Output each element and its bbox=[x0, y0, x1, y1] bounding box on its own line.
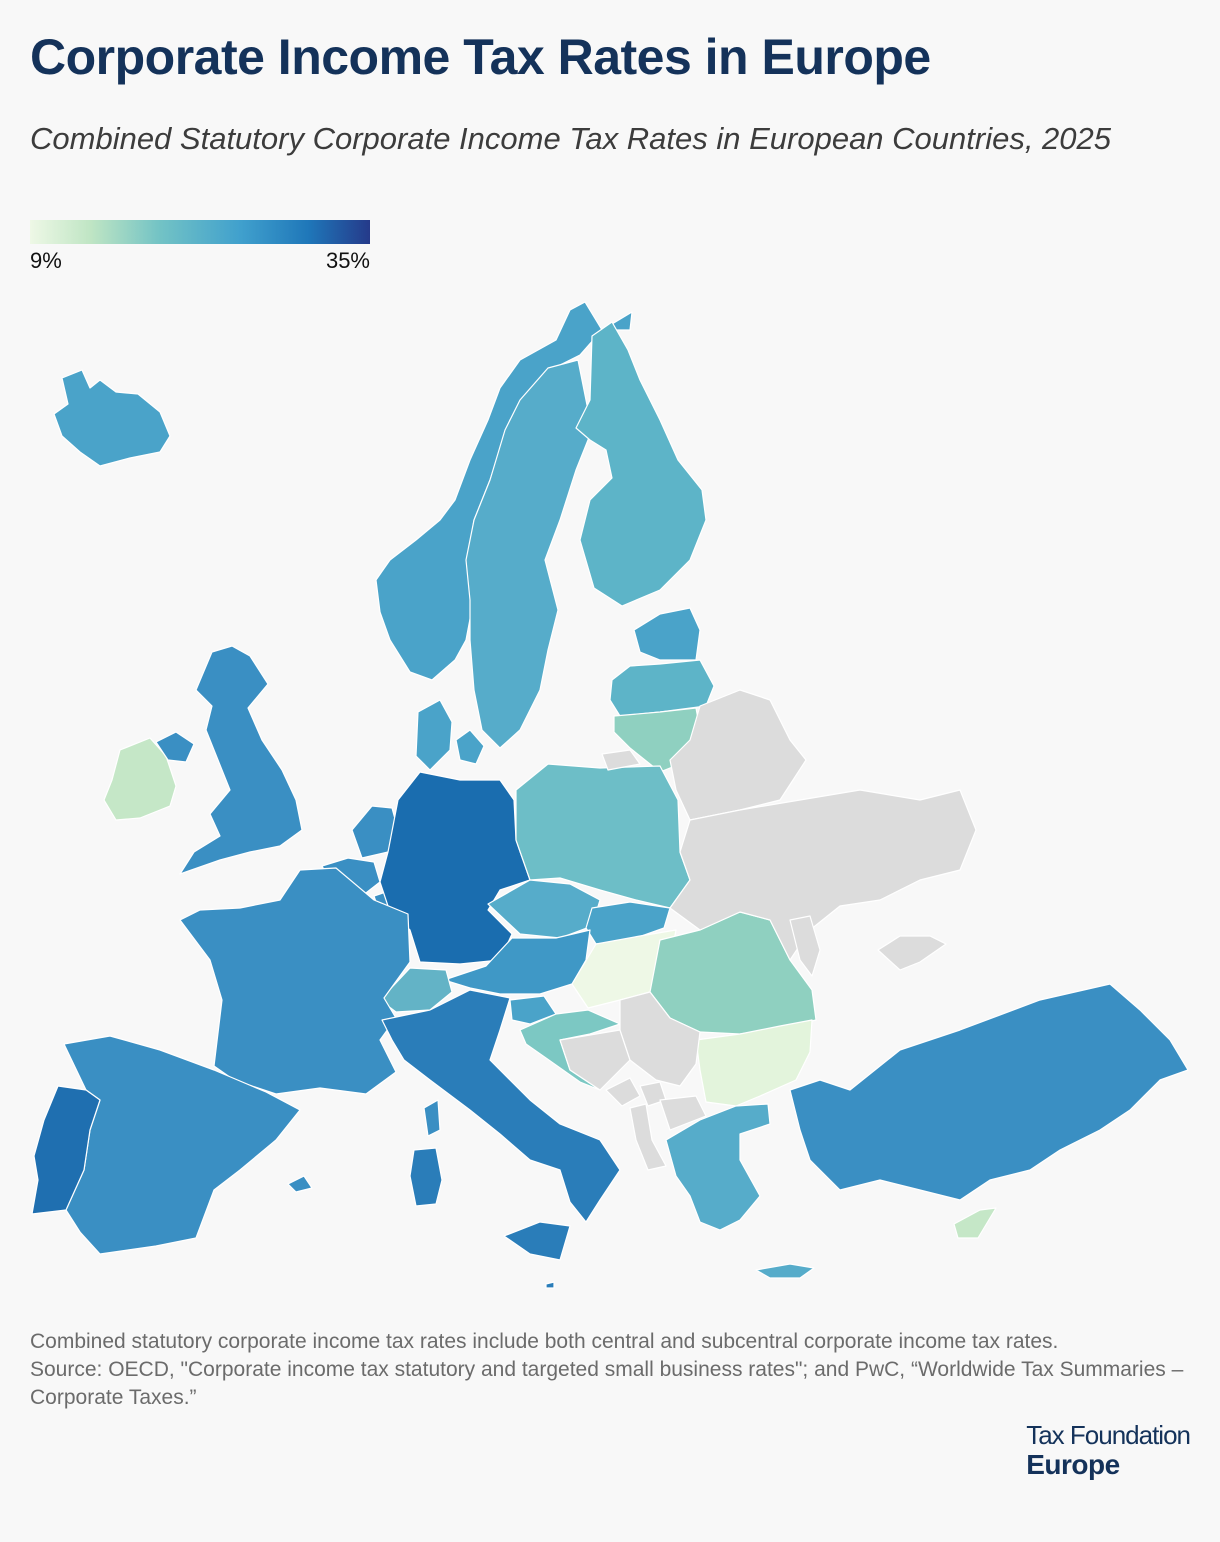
country-sicily[interactable] bbox=[503, 1221, 571, 1261]
country-bulgaria[interactable] bbox=[695, 1019, 813, 1107]
country-corsica[interactable] bbox=[423, 1099, 441, 1137]
country-cyprus[interactable] bbox=[953, 1207, 997, 1239]
country-ireland[interactable] bbox=[103, 737, 177, 821]
country-north-macedonia[interactable] bbox=[659, 1095, 707, 1131]
europe-map bbox=[31, 301, 1189, 1289]
country-slovenia[interactable] bbox=[509, 995, 557, 1025]
logo-line-2: Europe bbox=[1026, 1449, 1120, 1480]
country-finland[interactable] bbox=[575, 321, 707, 607]
country-iceland[interactable] bbox=[53, 369, 171, 467]
country-latvia[interactable] bbox=[609, 659, 715, 717]
page-title: Corporate Income Tax Rates in Europe bbox=[30, 29, 931, 85]
footnote-source: Source: OECD, "Corporate income tax stat… bbox=[30, 1358, 1184, 1409]
footnote-definition: Combined statutory corporate income tax … bbox=[30, 1330, 1059, 1353]
country-ukraine[interactable] bbox=[669, 789, 977, 961]
logo-line-1: Tax Foundation bbox=[1026, 1420, 1191, 1450]
country-montenegro[interactable] bbox=[605, 1077, 641, 1107]
country-italy[interactable] bbox=[381, 989, 621, 1223]
country-greece[interactable] bbox=[665, 1103, 771, 1231]
color-legend: 9% 35% bbox=[30, 220, 370, 274]
country-crimea[interactable] bbox=[877, 935, 947, 971]
country-crete[interactable] bbox=[755, 1263, 815, 1279]
country-albania[interactable] bbox=[629, 1103, 667, 1171]
page-subtitle: Combined Statutory Corporate Income Tax … bbox=[30, 121, 1112, 156]
country-turkey[interactable] bbox=[789, 983, 1189, 1201]
country-bosnia-herzegovina[interactable] bbox=[559, 1029, 631, 1091]
country-moldova[interactable] bbox=[789, 915, 821, 977]
country-france[interactable] bbox=[179, 867, 411, 1095]
country-balearic-islands[interactable] bbox=[287, 1175, 313, 1193]
country-belarus[interactable] bbox=[669, 689, 807, 821]
legend-gradient-bar bbox=[30, 220, 370, 244]
country-portugal[interactable] bbox=[31, 1085, 101, 1215]
country-sardinia[interactable] bbox=[409, 1147, 443, 1207]
country-denmark[interactable] bbox=[415, 699, 485, 771]
country-sweden[interactable] bbox=[465, 359, 593, 749]
country-northern-ireland[interactable] bbox=[155, 731, 195, 763]
country-kaliningrad[interactable] bbox=[601, 749, 641, 771]
country-switzerland[interactable] bbox=[379, 967, 453, 1013]
tax-foundation-europe-logo: Tax Foundation Europe bbox=[1026, 1420, 1191, 1480]
legend-min-label: 9% bbox=[30, 248, 62, 273]
country-estonia[interactable] bbox=[633, 607, 701, 661]
country-malta[interactable] bbox=[545, 1281, 555, 1289]
country-united-kingdom[interactable] bbox=[179, 645, 303, 875]
country-serbia[interactable] bbox=[619, 991, 701, 1087]
legend-max-label: 35% bbox=[325, 248, 370, 273]
footnote: Combined statutory corporate income tax … bbox=[30, 1328, 1190, 1412]
